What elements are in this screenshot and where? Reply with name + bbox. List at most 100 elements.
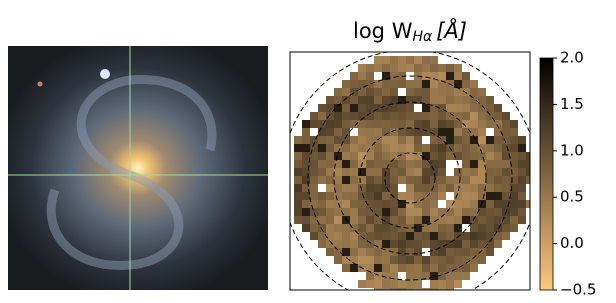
map-pixel [350, 264, 358, 272]
map-pixel [342, 176, 350, 184]
map-pixel [414, 64, 422, 72]
map-pixel [518, 200, 526, 208]
map-pixel [302, 200, 310, 208]
map-pixel [446, 152, 454, 160]
map-pixel [430, 176, 438, 184]
map-pixel [318, 168, 326, 176]
map-pixel [398, 176, 406, 184]
map-pixel [398, 104, 406, 112]
map-pixel [334, 192, 342, 200]
map-pixel [326, 216, 334, 224]
map-pixel [438, 256, 446, 264]
map-pixel [406, 248, 414, 256]
map-pixel [358, 96, 366, 104]
map-pixel [374, 272, 382, 280]
map-pixel [326, 152, 334, 160]
map-pixel [414, 248, 422, 256]
map-pixel [454, 216, 462, 224]
map-pixel [310, 120, 318, 128]
map-pixel [478, 224, 486, 232]
map-pixel [334, 152, 342, 160]
map-pixel [350, 112, 358, 120]
title-text: log W [353, 19, 413, 43]
map-pixel [342, 264, 350, 272]
map-pixel [478, 256, 486, 264]
map-pixel [326, 248, 334, 256]
map-pixel [510, 136, 518, 144]
map-pixel [454, 280, 462, 288]
map-pixel [470, 96, 478, 104]
map-pixel [446, 96, 454, 104]
map-pixel [414, 160, 422, 168]
map-pixel [438, 264, 446, 272]
map-pixel [414, 184, 422, 192]
colorbar-tick-label: 0.5 [560, 188, 584, 206]
map-pixel [446, 256, 454, 264]
map-pixel [374, 280, 382, 288]
map-pixel [406, 288, 414, 296]
map-pixel [318, 160, 326, 168]
map-pixel [334, 232, 342, 240]
map-pixel [342, 168, 350, 176]
map-pixel [374, 96, 382, 104]
map-pixel [406, 280, 414, 288]
map-pixel [478, 192, 486, 200]
map-pixel [478, 112, 486, 120]
map-pixel [326, 120, 334, 128]
map-pixel [342, 216, 350, 224]
map-pixel [454, 264, 462, 272]
map-pixel [446, 128, 454, 136]
map-pixel [366, 88, 374, 96]
map-pixel [510, 120, 518, 128]
map-pixel [342, 144, 350, 152]
map-pixel [446, 288, 454, 296]
map-pixel [438, 168, 446, 176]
map-pixel [366, 248, 374, 256]
map-pixel [430, 200, 438, 208]
map-pixel [390, 120, 398, 128]
map-pixel [454, 176, 462, 184]
map-pixel [502, 112, 510, 120]
map-pixel [438, 88, 446, 96]
map-pixel [294, 136, 302, 144]
map-pixel [414, 56, 422, 64]
map-pixel [382, 72, 390, 80]
map-pixel [342, 96, 350, 104]
map-pixel [374, 120, 382, 128]
map-pixel [390, 168, 398, 176]
map-pixel [430, 168, 438, 176]
map-pixel [406, 64, 414, 72]
map-pixel [494, 200, 502, 208]
map-pixel [334, 200, 342, 208]
map-pixel [502, 160, 510, 168]
map-pixel [486, 120, 494, 128]
map-pixel [390, 200, 398, 208]
map-pixel [334, 168, 342, 176]
map-pixel [390, 144, 398, 152]
map-pixel [406, 264, 414, 272]
map-pixel [358, 176, 366, 184]
map-pixel [318, 112, 326, 120]
map-pixel [470, 240, 478, 248]
map-pixel [406, 272, 414, 280]
map-pixel [430, 208, 438, 216]
map-pixel [398, 216, 406, 224]
map-pixel [390, 104, 398, 112]
map-pixel [366, 280, 374, 288]
map-pixel [406, 176, 414, 184]
colorbar-tick-label: 1.5 [560, 95, 584, 113]
map-pixel [398, 168, 406, 176]
map-pixel [462, 112, 470, 120]
map-pixel [366, 160, 374, 168]
map-pixel [398, 192, 406, 200]
map-pixel [342, 88, 350, 96]
map-pixel [422, 256, 430, 264]
map-pixel [422, 144, 430, 152]
map-pixel [510, 144, 518, 152]
map-pixel [398, 80, 406, 88]
map-pixel [430, 144, 438, 152]
map-pixel [350, 208, 358, 216]
map-pixel [358, 216, 366, 224]
map-pixel [462, 232, 470, 240]
map-pixel [406, 128, 414, 136]
